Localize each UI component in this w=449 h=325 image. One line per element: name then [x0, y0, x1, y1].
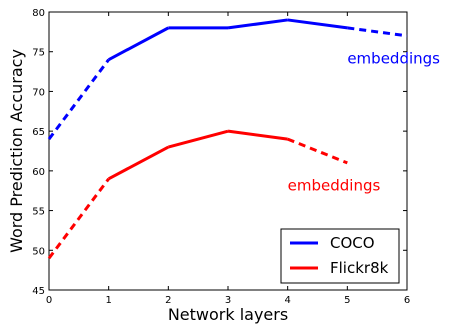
x-axis-label: Network layers — [168, 305, 288, 324]
y-tick-label: 75 — [32, 48, 45, 59]
series-segment-flickr8k — [107, 145, 170, 181]
series-segment-flickr8k — [227, 129, 288, 141]
series-segment-flickr8k — [287, 137, 348, 165]
y-tick-label: 70 — [32, 87, 45, 98]
x-tick-label: 6 — [404, 295, 410, 306]
legend: COCO Flickr8k — [280, 228, 400, 284]
x-tick-label: 2 — [165, 295, 171, 306]
annotation-embeddings: embeddings — [288, 177, 381, 195]
annotation-embeddings: embeddings — [347, 50, 440, 68]
y-tick-label: 65 — [32, 127, 45, 138]
series-segment-coco — [347, 26, 408, 38]
series-segment-coco — [287, 18, 348, 30]
series-segment-coco — [47, 58, 110, 140]
y-tick-label: 45 — [32, 286, 45, 297]
y-tick-label: 60 — [32, 167, 45, 178]
y-tick-label: 50 — [32, 246, 45, 257]
legend-label-flickr8k: Flickr8k — [330, 259, 389, 277]
y-axis-label: Word Prediction Accuracy — [7, 49, 26, 253]
y-tick-label: 55 — [32, 207, 45, 218]
annotations: embeddings embeddings — [288, 50, 440, 195]
x-tick-label: 1 — [105, 295, 111, 306]
series-segment-flickr8k — [47, 177, 110, 260]
y-tick-label: 80 — [32, 8, 45, 19]
x-tick-label: 3 — [225, 295, 231, 306]
series-segment-coco — [107, 26, 170, 61]
series-segment-coco — [227, 18, 288, 30]
x-tick-label: 0 — [46, 295, 52, 306]
legend-label-coco: COCO — [330, 234, 375, 252]
series-segment-flickr8k — [167, 129, 229, 149]
legend-box — [280, 228, 400, 284]
x-tick-label: 4 — [284, 295, 290, 306]
x-tick-label: 5 — [344, 295, 350, 306]
series-lines — [47, 18, 408, 260]
